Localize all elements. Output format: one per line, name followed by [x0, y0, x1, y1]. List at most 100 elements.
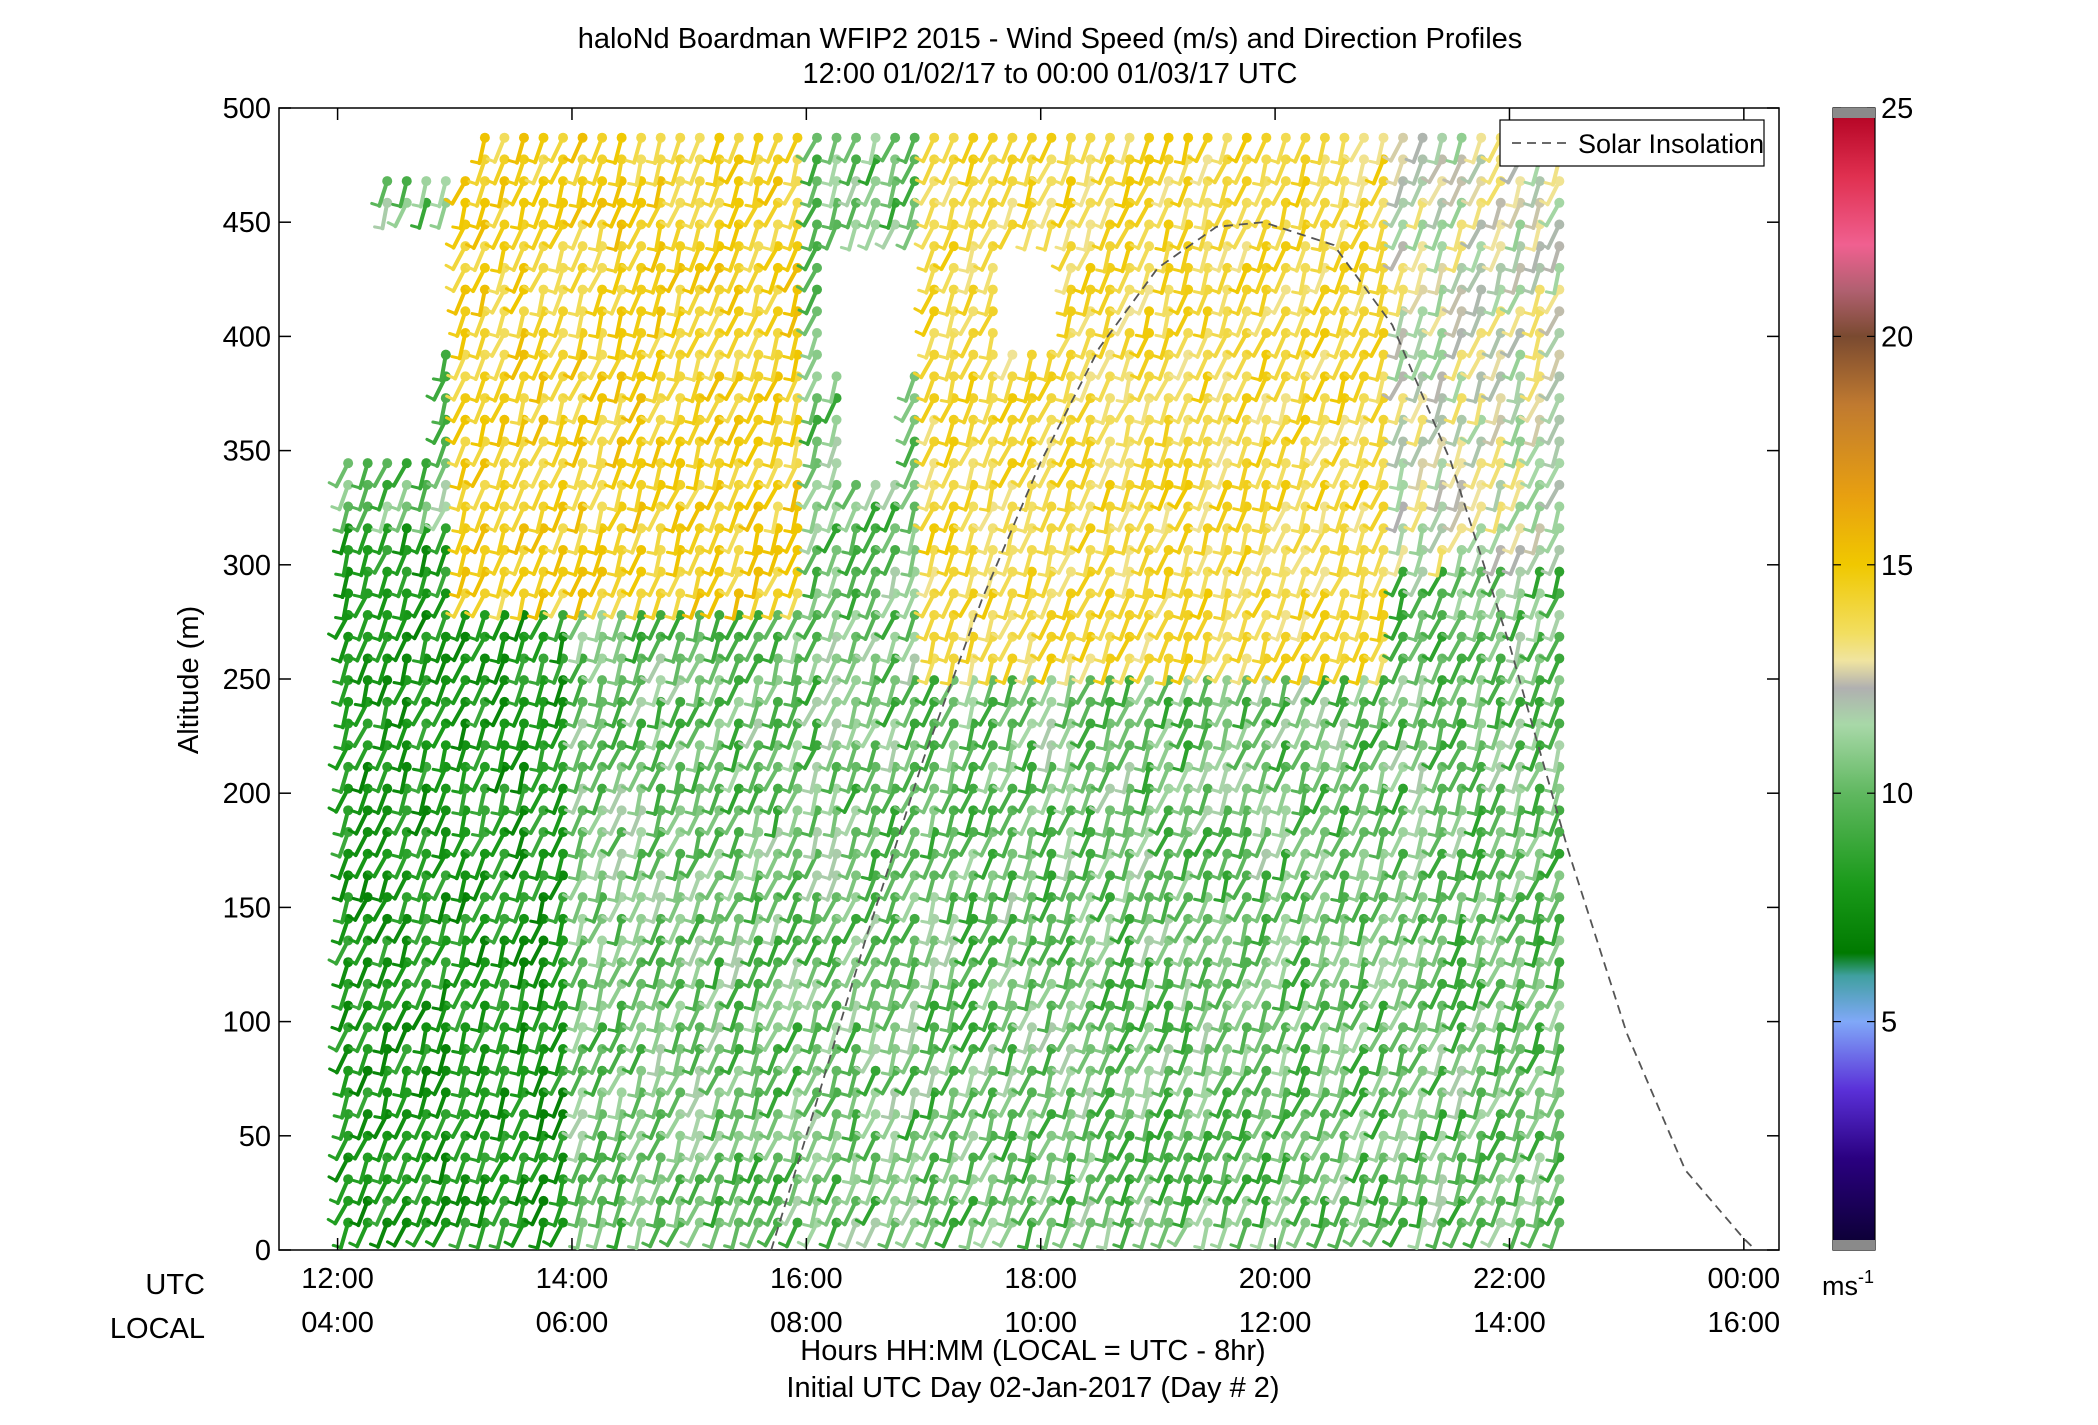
wind-barb-feather [805, 856, 813, 857]
wind-barb-dot [441, 892, 451, 902]
wind-barb-feather [432, 204, 440, 206]
wind-barb-feather [629, 813, 637, 814]
wind-barb-dot [636, 545, 646, 555]
wind-barb-dot [402, 567, 412, 577]
wind-barb-dot [753, 458, 763, 468]
wind-barb-dot [792, 740, 802, 750]
wind-barb-dot [538, 1196, 548, 1206]
wind-barb-feather [548, 226, 556, 228]
wind-barb-feather [705, 920, 713, 922]
wind-barb-dot [714, 133, 724, 143]
wind-barb-dot [636, 241, 646, 251]
wind-barb-dot [792, 241, 802, 251]
wind-barb-feather [686, 248, 694, 250]
wind-barb-dot [812, 328, 822, 338]
wind-barb-feather [608, 1138, 616, 1140]
wind-barb-dot [675, 588, 685, 598]
wind-barb-feather [667, 487, 675, 489]
wind-barb-dot [578, 133, 588, 143]
wind-barb-feather [510, 1029, 518, 1031]
wind-barb-dot [597, 133, 607, 143]
wind-barb-feather [609, 1030, 617, 1031]
wind-barb-feather [765, 378, 773, 380]
wind-barb-feather [490, 1094, 498, 1096]
wind-barb-feather [608, 574, 616, 576]
wind-barb-dot [363, 740, 373, 750]
wind-barb-feather [785, 704, 793, 705]
wind-barb-feather [393, 855, 401, 857]
wind-barb-feather [744, 1072, 752, 1074]
wind-barb-feather [667, 899, 675, 901]
wind-barb-feather [764, 747, 772, 749]
wind-barb-dot [519, 719, 529, 729]
wind-barb-feather [336, 574, 344, 575]
wind-barb-feather [668, 1225, 676, 1226]
wind-barb-dot [363, 1044, 373, 1054]
wind-barb-dot [578, 632, 588, 642]
wind-barb-feather [646, 399, 654, 401]
wind-barb-feather [568, 1159, 576, 1161]
wind-barb-feather [375, 1117, 383, 1118]
wind-barb-dot [597, 176, 607, 186]
wind-barb-dot [832, 1022, 842, 1032]
wind-barb-feather [451, 573, 459, 575]
wind-barb-dot [499, 219, 509, 229]
wind-barb-feather [706, 487, 714, 489]
wind-barb-dot [480, 545, 490, 555]
wind-barb-feather [452, 357, 460, 359]
wind-barb-dot [519, 914, 529, 924]
wind-barb-dot [656, 133, 666, 143]
wind-barb-dot [480, 588, 490, 598]
wind-barb-dot [480, 1109, 490, 1119]
wind-barb-feather [510, 1181, 518, 1183]
wind-barb-dot [812, 219, 822, 229]
wind-barb-dot [519, 762, 529, 772]
wind-barb-feather [608, 421, 616, 423]
wind-barb-feather [452, 1094, 460, 1096]
wind-barb-feather [685, 1137, 693, 1139]
wind-barb-dot [656, 870, 666, 880]
wind-barb-dot [558, 610, 568, 620]
wind-barb-dot [832, 1001, 842, 1011]
wind-barb-feather [491, 552, 499, 554]
wind-barb-feather [607, 551, 615, 553]
wind-barb-dot [832, 1174, 842, 1184]
wind-barb-feather [433, 1008, 441, 1010]
wind-barb-feather [823, 1094, 831, 1096]
wind-barb-dot [656, 263, 666, 273]
wind-barb-dot [714, 1174, 724, 1184]
wind-barb-feather [470, 746, 478, 748]
wind-barb-dot [382, 1087, 392, 1097]
wind-barb-feather [588, 877, 596, 879]
wind-barb-feather [490, 747, 498, 749]
wind-barb-feather [647, 1224, 655, 1226]
wind-barb-dot [538, 436, 548, 446]
wind-barb-feather [803, 791, 811, 793]
wind-barb-feather [510, 443, 518, 445]
wind-barb-feather [608, 1202, 616, 1204]
wind-barb-dot [538, 415, 548, 425]
wind-barb-feather [452, 747, 460, 749]
wind-barb-feather [550, 943, 558, 945]
wind-barb-dot [832, 653, 842, 663]
wind-barb-feather [626, 746, 634, 748]
wind-barb-feather [490, 1007, 498, 1009]
wind-barb-feather [705, 1224, 713, 1226]
wind-barb-feather [529, 746, 537, 748]
wind-barb-feather [608, 508, 616, 510]
wind-barb-feather [511, 617, 519, 619]
wind-barb-feather [746, 552, 754, 553]
wind-barb-feather [374, 1051, 382, 1053]
wind-barb-dot [441, 827, 451, 837]
wind-barb-feather [453, 227, 461, 228]
wind-barb-feather [764, 443, 772, 445]
wind-barb-feather [510, 1225, 518, 1227]
wind-barb-feather [530, 530, 538, 532]
wind-barb-feather [589, 531, 597, 533]
wind-barb-dot [578, 415, 588, 425]
wind-barb-feather [510, 335, 518, 337]
wind-barb-feather [590, 965, 598, 966]
wind-barb-feather [687, 769, 695, 770]
wind-barb-feather [648, 1029, 656, 1031]
wind-barb-dot [499, 415, 509, 425]
